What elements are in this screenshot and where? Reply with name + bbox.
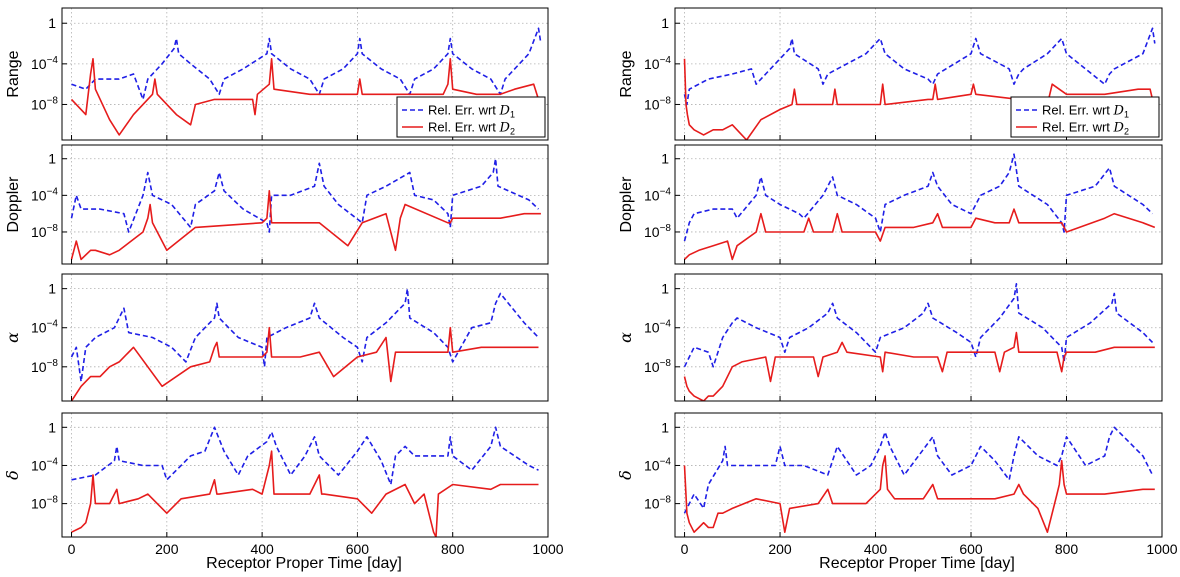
y-tick-label: 1: [48, 281, 56, 297]
panel-right-doppler: 1 10−4 10−8 Doppler: [618, 144, 1163, 265]
series-line-d2: [71, 450, 539, 537]
y-axis-label: Range: [5, 50, 22, 97]
series-line-d2: [683, 208, 1156, 261]
series-line-d2: [70, 58, 540, 136]
y-tick-label: 1: [661, 15, 669, 31]
legend-item-d1-label: Rel. Err. wrt D1: [1042, 103, 1129, 120]
series-line-d1: [683, 153, 1154, 242]
series-line-d2: [70, 326, 539, 401]
y-tick-label: 1: [661, 151, 669, 167]
y-tick-label: 10−4: [644, 186, 671, 203]
series-line-d1: [70, 157, 540, 233]
x-axis-label-left: Receptor Proper Time [day]: [206, 555, 402, 572]
y-tick-label: 10−4: [644, 319, 671, 336]
axes-frame: [61, 144, 549, 265]
y-tick-label: 10−8: [31, 223, 58, 240]
y-tick-label: 1: [48, 15, 56, 31]
y-tick-label: 10−4: [31, 186, 58, 203]
y-tick-label: 1: [661, 281, 669, 297]
y-axis-label: α: [616, 332, 635, 343]
y-axis-label: Doppler: [618, 176, 635, 233]
x-tick-label: 600: [346, 541, 370, 557]
axes-frame: [61, 7, 549, 141]
legend-box: [1010, 96, 1160, 138]
y-axis-label: δ: [3, 470, 22, 480]
x-tick-label: 400: [864, 541, 888, 557]
y-tick-label: 10−4: [31, 55, 58, 72]
y-tick-label: 10−4: [644, 456, 671, 473]
series-line-d1: [683, 283, 1154, 368]
legend-item-d2-label: Rel. Err. wrt D2: [1042, 120, 1129, 137]
series-line-d1: [70, 287, 540, 383]
y-tick-label: 1: [48, 151, 56, 167]
axes-frame: [674, 412, 1163, 538]
axes-frame: [674, 273, 1163, 402]
x-tick-label: 200: [768, 541, 792, 557]
x-axis-label-right: Receptor Proper Time [day]: [819, 555, 1015, 572]
axes-frame: [674, 144, 1163, 265]
y-tick-label: 1: [661, 419, 669, 435]
y-tick-label: 10−4: [31, 456, 58, 473]
x-tick-label: 1000: [1146, 541, 1177, 557]
panel-left-doppler: 1 10−4 10−8 Doppler: [5, 144, 549, 265]
y-axis-label: Range: [618, 50, 635, 97]
x-tick-label: 200: [155, 541, 179, 557]
y-tick-label: 10−8: [31, 495, 58, 512]
y-tick-label: 10−4: [31, 319, 58, 336]
y-tick-label: 10−8: [644, 223, 671, 240]
y-axis-label: α: [3, 332, 22, 343]
x-tick-label: 400: [250, 541, 274, 557]
x-tick-label: 800: [1055, 541, 1079, 557]
legend-item-d1-label: Rel. Err. wrt D1: [428, 103, 515, 120]
y-tick-label: 10−4: [644, 55, 671, 72]
x-tick-label: 800: [441, 541, 465, 557]
axes-frame: [674, 7, 1163, 141]
x-tick-label: 0: [681, 541, 689, 557]
series-line-d1: [683, 426, 1154, 514]
panel-right-alpha: 1 10−4 10−8 α: [616, 273, 1163, 402]
x-tick-label: 1000: [532, 541, 563, 557]
panel-right-delta: 1 10−4 10−8 0 200 400 600 800 1000 δ: [616, 412, 1178, 557]
legend-box: [396, 96, 546, 138]
axes-frame: [61, 273, 549, 402]
series-line-d2: [683, 331, 1155, 401]
y-tick-label: 10−8: [31, 358, 58, 375]
legend-item-d2-label: Rel. Err. wrt D2: [428, 120, 515, 137]
series-line-d2: [683, 455, 1155, 533]
series-line-d1: [683, 27, 1156, 106]
y-tick-label: 1: [48, 419, 56, 435]
x-tick-label: 0: [68, 541, 76, 557]
y-tick-label: 10−8: [644, 358, 671, 375]
series-line-d2: [70, 190, 541, 261]
x-tick-label: 600: [959, 541, 983, 557]
panel-left-delta: 1 10−4 10−8 0 200 400 600 800 1000 δ: [3, 412, 564, 557]
y-axis-label: δ: [616, 470, 635, 480]
y-tick-label: 10−8: [31, 95, 58, 112]
y-axis-label: Doppler: [5, 176, 22, 233]
series-line-d1: [71, 426, 539, 486]
y-tick-label: 10−8: [644, 95, 671, 112]
axes-frame: [61, 412, 549, 538]
panel-left-alpha: 1 10−4 10−8 α: [3, 273, 549, 402]
y-tick-label: 10−8: [644, 495, 671, 512]
